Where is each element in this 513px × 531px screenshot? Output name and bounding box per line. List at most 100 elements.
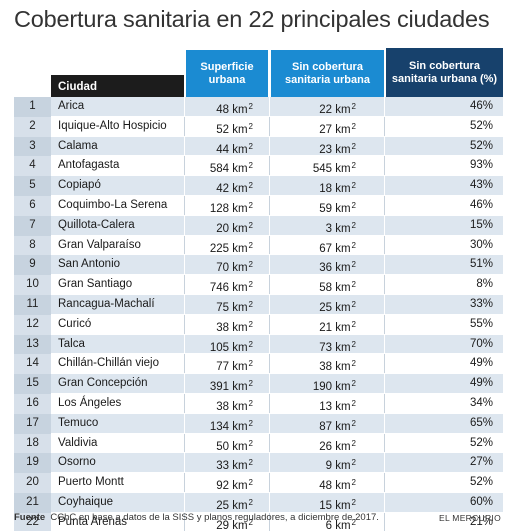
unit-exponent: 2 xyxy=(248,240,253,250)
unit-exponent: 2 xyxy=(248,398,253,408)
sin-cobertura-value: 18 km2 xyxy=(271,176,356,196)
sin-cobertura-pct-value: 52% xyxy=(469,119,493,132)
table-row: 19 Osorno 33 km2 9 km2 27% xyxy=(14,453,503,474)
unit-label: km xyxy=(232,143,248,156)
unit-label: km xyxy=(232,460,248,473)
sin-cobertura-number: 27 xyxy=(319,123,332,136)
table-row: 11 Rancagua-Machalí 75 km2 25 km2 33% xyxy=(14,294,503,315)
superficie-value: 52 km2 xyxy=(186,117,253,137)
superficie-number: 20 xyxy=(216,222,229,235)
unit-label: km xyxy=(232,499,248,512)
table-row: 20 Puerto Montt 92 km2 48 km2 52% xyxy=(14,473,503,493)
row-number: 5 xyxy=(14,176,51,196)
table-row: 18 Valdivia 50 km2 26 km2 52% xyxy=(14,433,503,454)
city-name: San Antonio xyxy=(58,258,121,271)
sin-cobertura-pct-value: 70% xyxy=(469,337,493,350)
table-row: 4 Antofagasta 584 km2 545 km2 93% xyxy=(14,156,503,177)
city-name: Gran Valparaíso xyxy=(58,238,141,251)
city-name: Valdivia xyxy=(58,436,98,449)
table-row: 13 Talca 105 km2 73 km2 70% xyxy=(14,334,503,355)
sin-cobertura-number: 3 xyxy=(325,222,332,235)
sin-cobertura-pct-value: 51% xyxy=(469,258,493,271)
unit-exponent: 2 xyxy=(351,359,356,369)
row-number: 17 xyxy=(14,413,51,434)
city-name: Los Ángeles xyxy=(58,396,122,409)
sin-cobertura-value: 13 km2 xyxy=(271,394,356,414)
sin-cobertura-number: 48 xyxy=(319,480,332,493)
superficie-value: 48 km2 xyxy=(186,97,253,117)
row-number: 13 xyxy=(14,334,51,355)
sin-cobertura-value: 545 km2 xyxy=(271,156,356,176)
unit-exponent: 2 xyxy=(248,319,253,329)
unit-exponent: 2 xyxy=(351,517,356,527)
unit-exponent: 2 xyxy=(351,339,356,349)
sin-cobertura-pct-value: 93% xyxy=(469,159,493,172)
sin-cobertura-value: 9 km2 xyxy=(271,453,356,473)
unit-exponent: 2 xyxy=(248,181,253,191)
superficie-value: 128 km2 xyxy=(186,196,253,216)
header-line: urbana xyxy=(208,74,246,86)
table-row: 1 Arica 48 km2 22 km2 46% xyxy=(14,97,503,117)
table-row: 16 Los Ángeles 38 km2 13 km2 34% xyxy=(14,393,503,414)
superficie-number: 38 xyxy=(216,400,229,413)
sin-cobertura-number: 87 xyxy=(319,420,332,433)
unit-exponent: 2 xyxy=(351,141,356,151)
unit-label: km xyxy=(232,163,248,176)
row-number: 16 xyxy=(14,393,51,414)
unit-exponent: 2 xyxy=(351,260,356,270)
superficie-number: 50 xyxy=(216,440,229,453)
row-number: 7 xyxy=(14,215,51,236)
unit-label: km xyxy=(232,519,248,531)
superficie-number: 70 xyxy=(216,262,229,275)
superficie-number: 33 xyxy=(216,460,229,473)
sin-cobertura-value: 15 km2 xyxy=(271,493,356,513)
superficie-number: 746 xyxy=(209,282,229,295)
unit-exponent: 2 xyxy=(248,517,253,527)
unit-exponent: 2 xyxy=(351,280,356,290)
superficie-value: 134 km2 xyxy=(186,414,253,434)
unit-exponent: 2 xyxy=(248,458,253,468)
sin-cobertura-pct-value: 46% xyxy=(469,100,493,112)
superficie-number: 48 xyxy=(216,104,229,116)
unit-label: km xyxy=(335,242,351,255)
sin-cobertura-value: 3 km2 xyxy=(271,216,356,236)
unit-label: km xyxy=(335,361,351,374)
superficie-number: 38 xyxy=(216,321,229,334)
row-number: 12 xyxy=(14,314,51,335)
unit-label: km xyxy=(335,222,351,235)
superficie-number: 584 xyxy=(209,163,229,176)
city-name: Calama xyxy=(58,139,98,152)
sin-cobertura-number: 6 xyxy=(325,519,332,531)
table-row: 12 Curicó 38 km2 21 km2 55% xyxy=(14,314,503,335)
row-number: 6 xyxy=(14,195,51,216)
row-number: 11 xyxy=(14,294,51,315)
unit-exponent: 2 xyxy=(351,438,356,448)
table-row: 17 Temuco 134 km2 87 km2 65% xyxy=(14,413,503,434)
superficie-value: 44 km2 xyxy=(186,137,253,157)
brand-logo-text: EL MERCURIO xyxy=(438,513,501,523)
header-line: Sin cobertura xyxy=(292,61,363,73)
sin-cobertura-pct-value: 30% xyxy=(469,238,493,251)
superficie-value: 105 km2 xyxy=(186,335,253,355)
sin-cobertura-value: 26 km2 xyxy=(271,434,356,454)
unit-label: km xyxy=(232,400,248,413)
sin-cobertura-value: 25 km2 xyxy=(271,295,356,315)
unit-label: km xyxy=(335,282,351,295)
header-line: sanitaria urbana xyxy=(285,74,370,86)
superficie-value: 70 km2 xyxy=(186,255,253,275)
city-name: Iquique-Alto Hospicio xyxy=(58,119,167,132)
superficie-value: 584 km2 xyxy=(186,156,253,176)
sin-cobertura-pct-value: 46% xyxy=(469,198,493,211)
city-name: Rancagua-Machalí xyxy=(58,297,155,310)
unit-exponent: 2 xyxy=(248,299,253,309)
sin-cobertura-number: 18 xyxy=(319,183,332,196)
sin-cobertura-value: 190 km2 xyxy=(271,374,356,394)
superficie-value: 50 km2 xyxy=(186,434,253,454)
superficie-number: 105 xyxy=(209,341,229,354)
unit-exponent: 2 xyxy=(351,102,356,111)
superficie-number: 29 xyxy=(216,519,229,531)
superficie-value: 25 km2 xyxy=(186,493,253,513)
sin-cobertura-value: 73 km2 xyxy=(271,335,356,355)
header-line: sanitaria urbana (%) xyxy=(391,73,498,85)
unit-label: km xyxy=(232,381,248,394)
